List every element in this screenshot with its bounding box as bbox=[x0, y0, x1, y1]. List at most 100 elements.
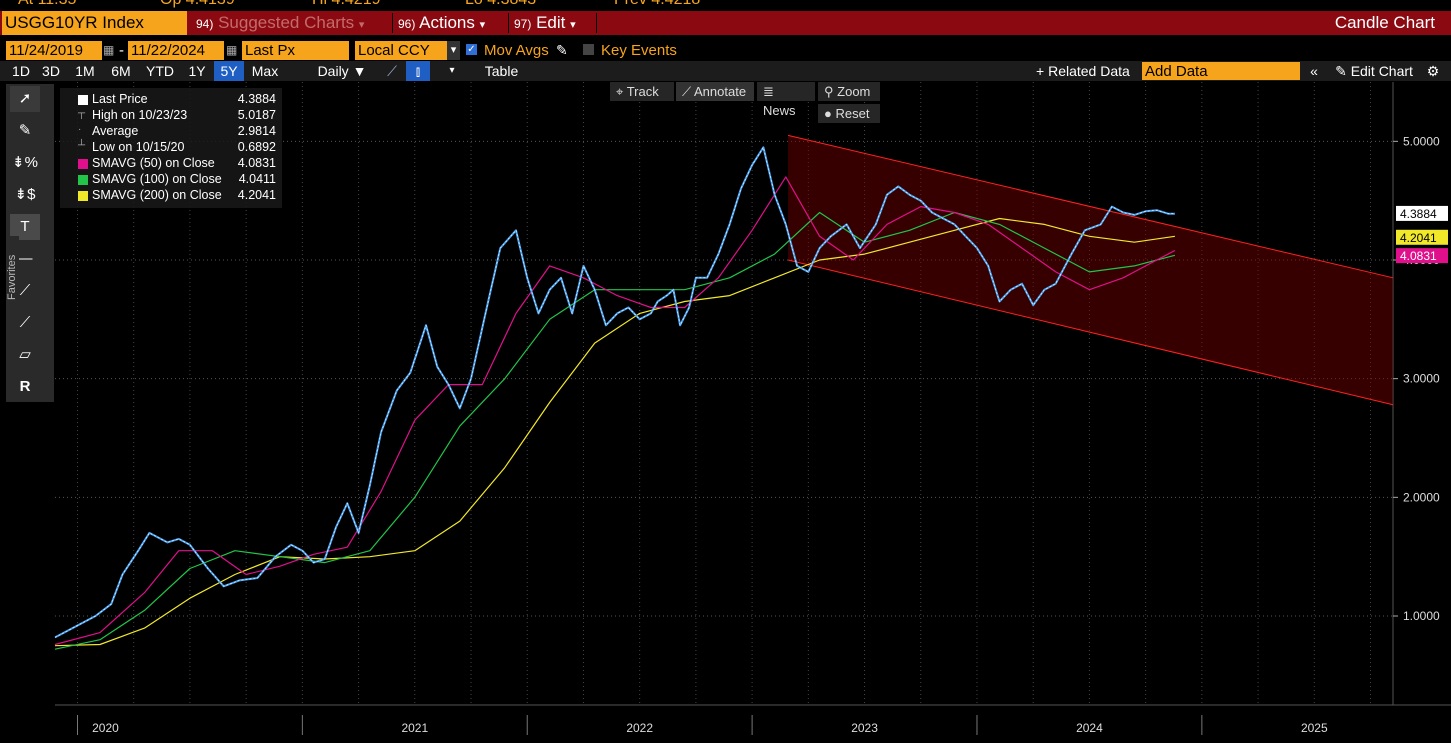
end-date-input[interactable]: 11/22/2024 bbox=[128, 41, 224, 60]
legend-value: 4.3884 bbox=[237, 92, 276, 106]
gear-icon[interactable]: ⚙ bbox=[1426, 63, 1440, 79]
legend-item: ┴ Low on 10/15/20 0.6892 bbox=[64, 140, 278, 156]
legend-name: SMAVG (200) on Close bbox=[92, 188, 222, 202]
x-tick-label: 2024 bbox=[1076, 721, 1103, 735]
currency-select[interactable]: Local CCY bbox=[355, 41, 447, 60]
edit-number: 97) bbox=[514, 17, 532, 31]
range-bar: 11/24/2019 ▦ - 11/22/2024 ▦ Last Px Loca… bbox=[0, 41, 1451, 61]
pencil-icon[interactable]: ✎ bbox=[556, 42, 568, 58]
table-button[interactable]: Table bbox=[484, 63, 519, 79]
frequency-select[interactable]: Daily ▼ bbox=[311, 61, 373, 81]
start-date-input[interactable]: 11/24/2019 bbox=[6, 41, 102, 60]
key-events-checkbox[interactable] bbox=[583, 44, 594, 55]
text-tool-icon[interactable]: T bbox=[10, 214, 40, 240]
horizontal-line-icon[interactable]: — bbox=[17, 250, 33, 267]
edit-menu[interactable]: 97) Edit ▾ bbox=[514, 11, 576, 35]
price-candle-overlay bbox=[54, 146, 1175, 638]
reset-label: Reset bbox=[835, 106, 870, 121]
legend-name: High on 10/23/23 bbox=[92, 108, 188, 122]
key-events-label[interactable]: Key Events bbox=[601, 42, 677, 59]
period-max[interactable]: Max bbox=[251, 63, 279, 79]
trend-channel-fill bbox=[788, 135, 1393, 405]
calendar-icon[interactable]: ▦ bbox=[103, 43, 115, 57]
news-icon: ≣ bbox=[763, 84, 774, 99]
add-data-input[interactable]: Add Data bbox=[1142, 62, 1300, 80]
period-1d[interactable]: 1D bbox=[12, 63, 30, 79]
actions-number: 96) bbox=[398, 17, 416, 31]
period-6m[interactable]: 6M bbox=[111, 63, 131, 79]
zoom-label: Zoom bbox=[837, 84, 871, 99]
pencil-icon[interactable]: ✎ bbox=[18, 122, 32, 139]
suggested-charts-menu[interactable]: 94) Suggested Charts ▾ bbox=[196, 11, 364, 35]
related-data-button[interactable]: + Related Data bbox=[1036, 61, 1136, 81]
legend-value: 0.6892 bbox=[237, 140, 276, 154]
candle-chart-icon[interactable]: ⫾ bbox=[406, 61, 430, 81]
channel-icon[interactable]: ▱ bbox=[19, 346, 31, 363]
legend-item: SMAVG (50) on Close 4.0831 bbox=[64, 156, 278, 172]
regression-icon[interactable]: R bbox=[19, 378, 31, 395]
period-3d[interactable]: 3D bbox=[42, 63, 60, 79]
suggested-label: Suggested Charts bbox=[218, 13, 355, 32]
reset-icon: ● bbox=[824, 106, 832, 121]
favorites-tab[interactable]: Favorites bbox=[6, 236, 19, 306]
legend-name: Average bbox=[92, 124, 139, 138]
favorites-label: Favorites bbox=[6, 254, 18, 300]
legend-item: · Average 2.9814 bbox=[64, 124, 278, 140]
annotate-button[interactable]: ⟋ Annotate bbox=[676, 82, 754, 101]
annotate-label: Annotate bbox=[694, 84, 747, 99]
dollar-measure-icon[interactable]: ⇟$ bbox=[14, 186, 36, 203]
plus-icon: + bbox=[1036, 63, 1045, 79]
legend-value: 5.0187 bbox=[237, 108, 276, 122]
legend-name: Low on 10/15/20 bbox=[92, 140, 185, 154]
drawing-toolbar: ➚ ✎ ⇟% ⇟$ T — ⟋ ⟋ ▱ R bbox=[6, 84, 54, 402]
news-label: News bbox=[763, 103, 796, 118]
trendline-icon[interactable]: ⟋ bbox=[19, 282, 31, 299]
last-value-label: 4.0831 bbox=[1400, 249, 1437, 263]
legend-swatch bbox=[78, 159, 88, 169]
last-value-badge bbox=[1396, 229, 1448, 245]
calendar-icon[interactable]: ▦ bbox=[226, 43, 238, 57]
news-button[interactable]: ≣ News bbox=[757, 82, 815, 118]
date-dash: - bbox=[119, 42, 124, 59]
chevron-down-icon: ▼ bbox=[352, 63, 367, 79]
reset-button[interactable]: ● Reset bbox=[818, 104, 880, 123]
percent-measure-icon[interactable]: ⇟% bbox=[12, 154, 38, 171]
last-value-label: 4.3884 bbox=[1400, 207, 1437, 221]
x-tick-label: 2022 bbox=[626, 721, 653, 735]
ticker-prev: Prev 4.4218 bbox=[614, 0, 700, 9]
related-data-label: Related Data bbox=[1048, 63, 1130, 79]
x-tick-label: 2025 bbox=[1301, 721, 1328, 735]
legend-value: 2.9814 bbox=[237, 124, 276, 138]
track-button[interactable]: ⌖ Track bbox=[610, 82, 674, 101]
actions-menu[interactable]: 96) Actions ▾ bbox=[398, 11, 485, 35]
chevron-down-icon[interactable]: ▾ bbox=[447, 41, 460, 60]
cursor-icon[interactable]: ➚ bbox=[10, 86, 40, 112]
period-1m[interactable]: 1M bbox=[75, 63, 95, 79]
legend-item: ┬ High on 10/23/23 5.0187 bbox=[64, 108, 278, 124]
edit-chart-button[interactable]: ✎ Edit Chart bbox=[1328, 61, 1420, 81]
security-input[interactable]: USGG10YR Index bbox=[2, 11, 187, 35]
mov-avgs-checkbox[interactable]: ✓ bbox=[466, 44, 477, 55]
period-1y[interactable]: 1Y bbox=[188, 63, 206, 79]
frequency-label: Daily bbox=[317, 63, 349, 79]
last-value-badge bbox=[1396, 248, 1448, 264]
ticker-open: Op 4.4139 bbox=[160, 0, 235, 9]
x-tick-label: 2023 bbox=[851, 721, 878, 735]
legend-value: 4.0831 bbox=[237, 156, 276, 170]
period-ytd[interactable]: YTD bbox=[146, 63, 174, 79]
ticker-strip: At 11:35 Op 4.4139 Hi 4.4219 Lo 4.3843 P… bbox=[0, 0, 1451, 9]
zoom-button[interactable]: ⚲ Zoom bbox=[818, 82, 880, 101]
chevron-down-icon[interactable]: ▾ bbox=[449, 65, 455, 76]
mov-avgs-label[interactable]: Mov Avgs bbox=[484, 42, 549, 59]
period-5y[interactable]: 5Y bbox=[214, 61, 244, 81]
line-chart-icon[interactable]: ⟋ bbox=[387, 63, 397, 79]
suggested-number: 94) bbox=[196, 17, 214, 31]
collapse-icon[interactable]: « bbox=[1310, 63, 1318, 79]
menu-divider bbox=[596, 13, 597, 33]
pencil-icon: ⟋ bbox=[682, 84, 692, 99]
edit-label: Edit bbox=[536, 13, 566, 32]
price-field-select[interactable]: Last Px bbox=[242, 41, 349, 60]
ticker-at: At 11:35 bbox=[18, 0, 76, 9]
ray-icon[interactable]: ⟋ bbox=[19, 314, 31, 331]
